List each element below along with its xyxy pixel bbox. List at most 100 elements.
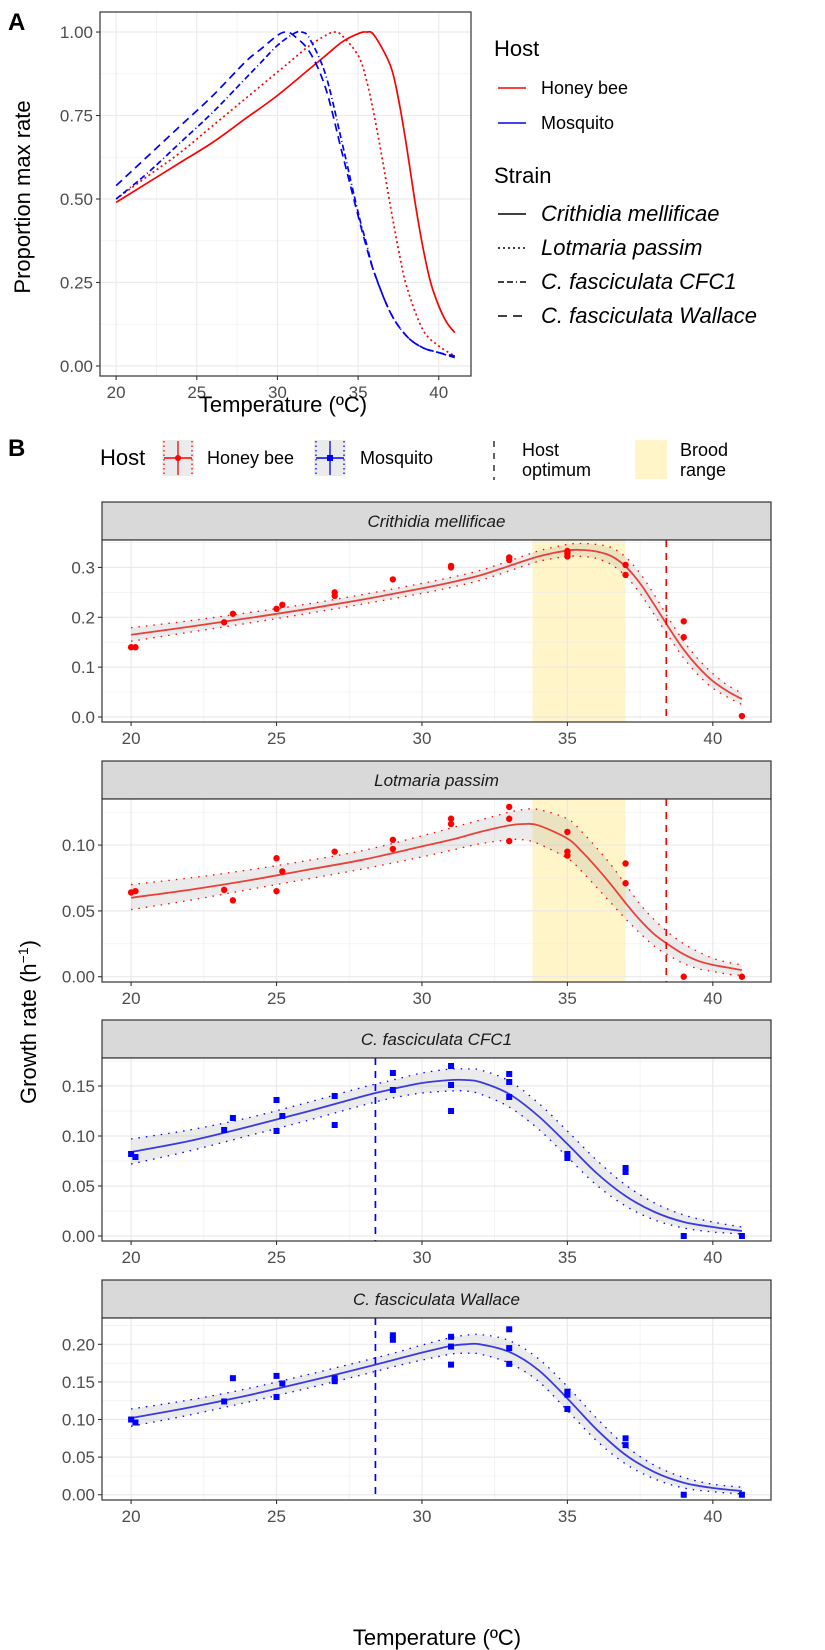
data-point	[680, 618, 687, 625]
data-point	[229, 1115, 236, 1121]
data-point	[331, 1122, 338, 1128]
data-point	[738, 712, 746, 720]
data-point	[331, 1093, 338, 1099]
y-tick-label: 0.3	[71, 558, 95, 577]
data-point	[506, 1360, 513, 1367]
facet-border	[101, 1057, 772, 1242]
data-point	[448, 1063, 455, 1069]
panel-a-plot-bg	[100, 12, 471, 376]
legend-b-optimum-label-2: optimum	[522, 460, 591, 480]
data-point	[389, 576, 397, 583]
data-point	[132, 887, 139, 895]
ci-upper-line	[130, 1068, 743, 1228]
data-point	[447, 815, 455, 822]
data-point	[680, 634, 687, 641]
facet-border	[101, 539, 772, 723]
data-point	[132, 1419, 139, 1426]
panel-a-x-tick-label: 35	[349, 383, 368, 402]
data-point	[221, 1398, 228, 1405]
data-point	[622, 880, 629, 887]
data-point	[680, 973, 687, 980]
data-point	[220, 886, 228, 894]
x-tick-label: 30	[412, 989, 431, 1008]
panel-b-y-axis-title-sup: −1	[15, 947, 31, 963]
panel-a-x-tick-label: 25	[187, 383, 206, 402]
facet-strip	[101, 501, 772, 541]
data-point	[389, 1332, 396, 1339]
panel-a: A 20 25 30 35 40 0.00 0.25 0.50 0.75 1.00 Temper…	[8, 9, 757, 417]
data-point	[279, 868, 286, 875]
panel-a-border	[99, 11, 472, 377]
legend-strain-2-label: Lotmaria passim	[541, 235, 702, 260]
y-tick-label: 0.05	[62, 902, 95, 921]
data-point	[279, 1380, 286, 1387]
y-tick-label: 0.0	[71, 708, 95, 727]
legend-b-brood-label-2: range	[680, 460, 726, 480]
x-tick-label: 20	[122, 1248, 141, 1267]
data-point	[389, 1070, 396, 1076]
x-tick-label: 25	[267, 729, 286, 748]
data-point	[738, 973, 746, 980]
panel-a-y-axis-title: Proportion max rate	[10, 100, 35, 293]
legend-b-optimum-label-1: Host	[522, 440, 559, 460]
x-tick-label: 20	[122, 729, 141, 748]
panel-a-x-tick-label: 40	[429, 383, 448, 402]
data-point	[680, 1491, 687, 1498]
y-tick-label: 0.00	[62, 1227, 95, 1246]
data-point	[564, 1155, 571, 1161]
data-point	[279, 601, 286, 609]
panel-b-y-axis-title: Growth rate (h−1)	[15, 940, 41, 1104]
facet-strip-label: C. fasciculata Wallace	[353, 1290, 520, 1309]
x-tick-label: 25	[267, 1248, 286, 1267]
panel-a-y-tick-label: 0.25	[60, 273, 93, 292]
facet-plot-bg	[102, 1058, 771, 1241]
data-point	[448, 1333, 455, 1340]
data-point	[229, 897, 237, 904]
data-point	[128, 1416, 135, 1423]
data-point	[273, 1097, 280, 1103]
data-point	[389, 1087, 396, 1093]
fit-curve	[130, 548, 743, 700]
data-point	[447, 562, 455, 570]
data-point	[331, 592, 338, 600]
legend-strain-3-label: C. fasciculata CFC1	[541, 269, 737, 294]
legend-b-honeybee-point	[175, 455, 181, 461]
data-point	[132, 1154, 139, 1160]
x-tick-label: 30	[412, 729, 431, 748]
confidence-ribbon	[131, 809, 742, 976]
facet-strip-label: Crithidia mellificae	[368, 512, 506, 531]
data-point	[448, 1361, 455, 1368]
data-point	[331, 1375, 338, 1382]
data-point	[622, 1165, 629, 1171]
facet-border	[101, 1317, 772, 1501]
panel-b-label: B	[8, 435, 25, 462]
data-point	[220, 619, 228, 626]
panel-a-label: A	[8, 9, 25, 36]
data-point	[448, 1108, 455, 1114]
legend-b-mosquito-key	[314, 440, 346, 476]
legend-b-mosquito-label: Mosquito	[360, 448, 433, 468]
panel-a-x-ticks: 20 25 30 35 40	[107, 376, 448, 402]
data-point	[389, 1336, 396, 1343]
x-tick-label: 30	[412, 1507, 431, 1526]
x-tick-label: 30	[412, 1248, 431, 1267]
data-point	[622, 1442, 629, 1449]
data-point	[506, 803, 513, 811]
legend-honeybee-label: Honey bee	[541, 78, 628, 98]
y-tick-label: 0.15	[62, 1373, 95, 1392]
panel-a-y-tick-label: 0.75	[60, 107, 93, 126]
data-point	[132, 644, 139, 651]
fit-curve	[130, 1342, 743, 1492]
x-tick-label: 40	[703, 1507, 722, 1526]
facet-1: Crithidia mellificae 20 25 30 35 40 0.0 0.1 0.2 0…	[71, 501, 772, 748]
facet-strip-label: Lotmaria passim	[374, 771, 499, 790]
panel-a-x-tick-label: 20	[107, 383, 126, 402]
y-tick-label: 0.10	[62, 1411, 95, 1430]
data-point	[229, 610, 237, 617]
panel-a-y-tick-label: 0.50	[60, 190, 93, 209]
data-point	[506, 815, 513, 822]
y-tick-label: 0.2	[71, 608, 95, 627]
facet-strip-label: C. fasciculata CFC1	[361, 1030, 512, 1049]
x-tick-label: 40	[703, 729, 722, 748]
